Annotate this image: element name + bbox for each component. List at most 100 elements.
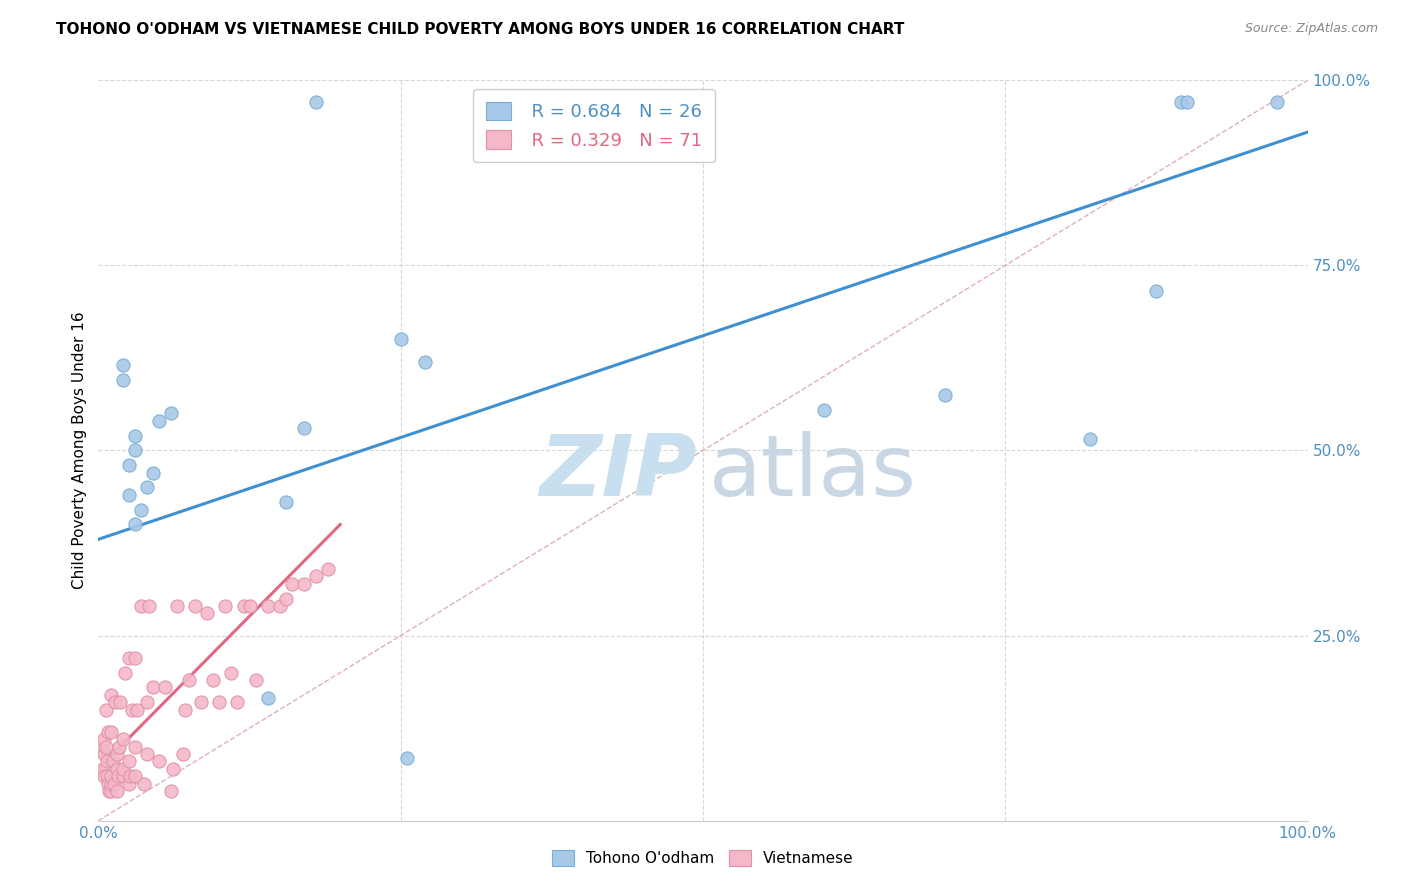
Point: [274, 495, 297, 509]
Y-axis label: Child Poverty Among Boys Under 16: Child Poverty Among Boys Under 16: [72, 311, 87, 590]
Point: [96, 769, 118, 783]
Text: atlas: atlas: [709, 431, 917, 514]
Point: [121, 703, 143, 717]
Point: [245, 673, 267, 687]
Point: [96, 755, 118, 769]
Point: [316, 562, 339, 576]
Point: [94, 703, 117, 717]
Point: [105, 762, 128, 776]
Point: [111, 769, 134, 783]
Point: [813, 402, 835, 417]
Point: [94, 739, 117, 754]
Text: ZIP: ZIP: [540, 431, 697, 514]
Point: [100, 724, 122, 739]
Point: [100, 776, 122, 791]
Point: [1146, 285, 1168, 299]
Point: [153, 681, 176, 695]
Point: [166, 599, 188, 613]
Point: [160, 784, 183, 798]
Point: [100, 769, 122, 783]
Point: [124, 428, 146, 442]
Point: [389, 332, 412, 346]
Point: [1170, 95, 1192, 110]
Point: [148, 414, 170, 428]
Point: [256, 691, 278, 706]
Point: [281, 576, 304, 591]
Point: [118, 488, 141, 502]
Point: [124, 769, 146, 783]
Point: [135, 695, 157, 709]
Point: [105, 784, 128, 798]
Point: [118, 769, 141, 783]
Point: [413, 354, 436, 368]
Point: [395, 750, 418, 764]
Point: [124, 650, 146, 665]
Point: [232, 599, 254, 613]
Point: [274, 591, 297, 606]
Point: [214, 599, 236, 613]
Point: [202, 673, 225, 687]
Point: [98, 784, 121, 798]
Point: [160, 407, 183, 421]
Point: [208, 695, 231, 709]
Point: [101, 755, 124, 769]
Point: [118, 650, 141, 665]
Point: [1175, 95, 1198, 110]
Point: [190, 695, 212, 709]
Text: Source: ZipAtlas.com: Source: ZipAtlas.com: [1244, 22, 1378, 36]
Point: [97, 776, 120, 791]
Point: [221, 665, 243, 680]
Point: [118, 458, 141, 473]
Point: [1267, 95, 1289, 110]
Point: [172, 747, 194, 761]
Point: [100, 784, 122, 798]
Point: [292, 421, 315, 435]
Text: TOHONO O'ODHAM VS VIETNAMESE CHILD POVERTY AMONG BOYS UNDER 16 CORRELATION CHART: TOHONO O'ODHAM VS VIETNAMESE CHILD POVER…: [56, 22, 904, 37]
Point: [111, 373, 134, 387]
Point: [124, 517, 146, 532]
Point: [174, 703, 197, 717]
Point: [93, 769, 115, 783]
Point: [100, 688, 122, 702]
Point: [111, 359, 134, 373]
Point: [1078, 433, 1101, 447]
Point: [162, 762, 184, 776]
Point: [124, 443, 146, 458]
Point: [114, 665, 136, 680]
Point: [118, 755, 141, 769]
Point: [105, 747, 128, 761]
Point: [148, 755, 170, 769]
Point: [134, 776, 156, 791]
Point: [111, 732, 134, 747]
Point: [135, 480, 157, 494]
Point: [104, 695, 127, 709]
Point: [111, 762, 134, 776]
Point: [135, 747, 157, 761]
Point: [93, 747, 115, 761]
Point: [118, 776, 141, 791]
Point: [97, 724, 120, 739]
Point: [305, 95, 328, 110]
Point: [91, 762, 114, 776]
Point: [138, 599, 160, 613]
Point: [129, 599, 152, 613]
Point: [184, 599, 207, 613]
Point: [124, 739, 146, 754]
Point: [292, 576, 315, 591]
Point: [305, 569, 328, 583]
Point: [195, 607, 218, 621]
Point: [142, 466, 165, 480]
Point: [129, 502, 152, 516]
Point: [108, 739, 131, 754]
Point: [127, 703, 149, 717]
Legend: Tohono O'odham, Vietnamese: Tohono O'odham, Vietnamese: [546, 844, 860, 872]
Point: [226, 695, 249, 709]
Point: [934, 388, 956, 402]
Point: [91, 743, 114, 757]
Point: [93, 732, 115, 747]
Point: [142, 681, 165, 695]
Point: [256, 599, 278, 613]
Point: [269, 599, 291, 613]
Point: [179, 673, 201, 687]
Point: [108, 695, 131, 709]
